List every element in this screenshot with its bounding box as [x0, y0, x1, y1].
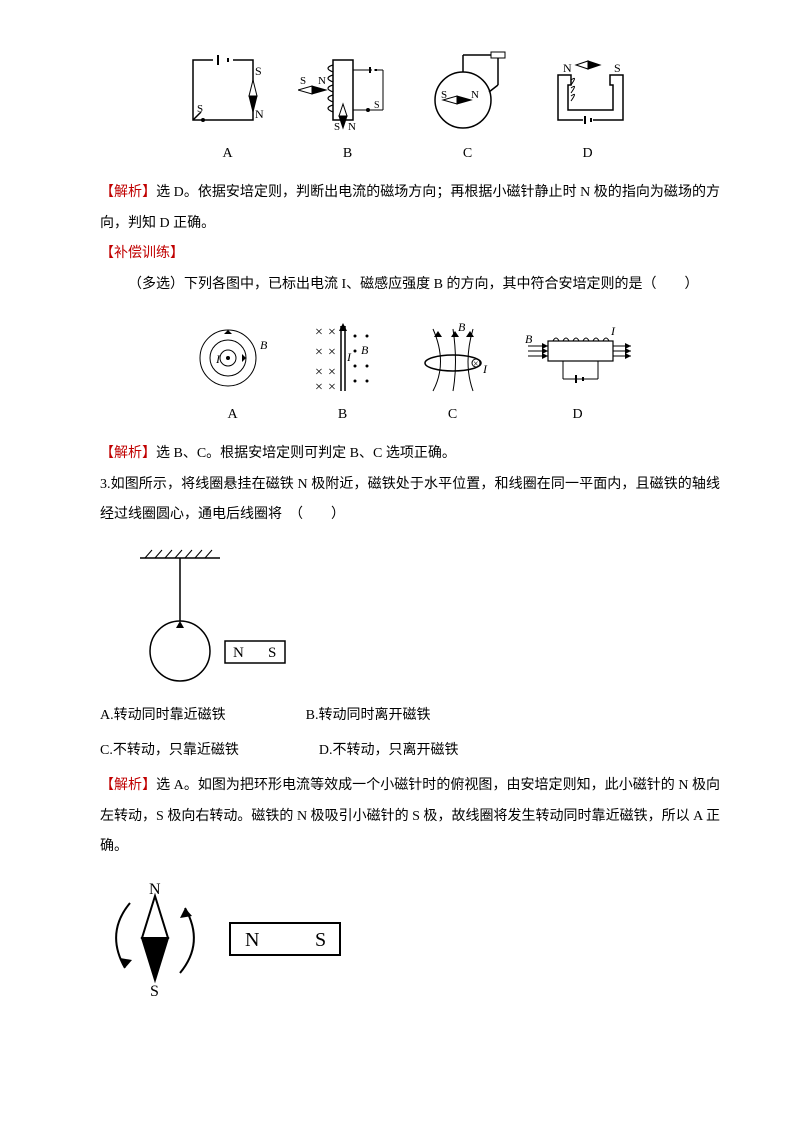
- analysis-2-text: 选 B、C。根据安培定则可判定 B、C 选项正确。: [156, 446, 456, 461]
- fig2-a-label: A: [188, 400, 278, 431]
- q3-opt-a: A.转动同时靠近磁铁: [100, 701, 226, 732]
- fig1-c-label: C: [423, 139, 513, 170]
- svg-text:S: S: [315, 929, 326, 951]
- analysis-2: 【解析】选 B、C。根据安培定则可判定 B、C 选项正确。: [100, 439, 720, 470]
- svg-text:N: N: [563, 61, 572, 75]
- svg-text:B: B: [361, 343, 369, 357]
- fig2-b: I ×× ×× ×× ×× B B: [303, 321, 383, 431]
- fig2-a: I B A: [188, 321, 278, 431]
- field-b-svg: I ×× ×× ×× ×× B: [303, 321, 383, 396]
- q3-opt-c: C.不转动，只靠近磁铁: [100, 736, 239, 767]
- svg-text:S: S: [300, 75, 306, 87]
- q3-opt-b: B.转动同时离开磁铁: [306, 701, 431, 732]
- q3-opt-d: D.不转动，只离开磁铁: [319, 736, 459, 767]
- svg-text:×: ×: [473, 359, 479, 370]
- svg-text:S: S: [334, 121, 340, 133]
- fig1-c: S N C: [423, 50, 513, 170]
- svg-text:S: S: [374, 100, 380, 111]
- svg-text:×: ×: [328, 380, 336, 395]
- svg-text:I: I: [346, 350, 352, 364]
- q3-number: 3.: [100, 477, 111, 492]
- analysis-1-text: 选 D。依据安培定则，判断出电流的磁场方向；再根据小磁针静止时 N 极的指向为磁…: [100, 185, 720, 231]
- field-c-svg: × I B: [408, 321, 498, 396]
- svg-text:N: N: [348, 121, 356, 133]
- analysis-1: 【解析】选 D。依据安培定则，判断出电流的磁场方向；再根据小磁针静止时 N 极的…: [100, 178, 720, 240]
- svg-text:N: N: [255, 107, 264, 121]
- svg-text:×: ×: [328, 365, 336, 380]
- circuit-b-svg: S S N S N: [298, 50, 398, 135]
- analysis-3-label: 【解析】: [100, 778, 156, 793]
- q3-text: 3.如图所示，将线圈悬挂在磁铁 N 极附近，磁铁处于水平位置，和线圈在同一平面内…: [100, 470, 720, 532]
- coil-magnet-svg: N S: [100, 546, 300, 686]
- svg-text:S: S: [150, 983, 159, 998]
- fig1-a: S N S A: [183, 50, 273, 170]
- magnet-s: S: [268, 645, 276, 661]
- circuit-a-svg: S N S: [183, 50, 273, 135]
- figure-row-1: S N S A S S N S N B: [100, 50, 720, 170]
- svg-text:S: S: [197, 103, 203, 115]
- svg-text:×: ×: [315, 345, 323, 360]
- fig1-d: N S D: [538, 50, 638, 170]
- fig2-b-label: B: [303, 400, 383, 431]
- analysis-3: 【解析】选 A。如图为把环形电流等效成一个小磁针时的俯视图，由安培定则知，此小磁…: [100, 771, 720, 863]
- figure-row-2: I B A I ×× ×× ×× ×× B B × I: [100, 321, 720, 431]
- q3-figure: N S: [100, 546, 720, 686]
- fig1-b: S S N S N B: [298, 50, 398, 170]
- q3-analysis-figure: N S N S: [100, 878, 720, 998]
- magnet-n: N: [233, 645, 244, 661]
- svg-text:×: ×: [315, 325, 323, 340]
- fig2-c-label: C: [408, 400, 498, 431]
- supp-title: 【补偿训练】: [100, 239, 720, 270]
- svg-text:S: S: [255, 64, 262, 78]
- fig2-d-label: D: [523, 400, 633, 431]
- fig1-d-label: D: [538, 139, 638, 170]
- circuit-d-svg: N S: [538, 50, 638, 135]
- svg-text:×: ×: [328, 325, 336, 340]
- svg-text:I: I: [482, 362, 488, 376]
- svg-text:B: B: [458, 321, 466, 334]
- svg-text:S: S: [614, 61, 621, 75]
- svg-text:I: I: [610, 324, 616, 338]
- svg-text:N: N: [149, 881, 161, 898]
- svg-text:B: B: [260, 338, 268, 352]
- circuit-c-svg: S N: [423, 50, 513, 135]
- supp-question: （多选）下列各图中，已标出电流 I、磁感应强度 B 的方向，其中符合安培定则的是…: [100, 270, 720, 301]
- analysis-3-text: 选 A。如图为把环形电流等效成一个小磁针时的俯视图，由安培定则知，此小磁针的 N…: [100, 778, 720, 855]
- svg-text:N: N: [471, 89, 479, 101]
- fig2-d: B I D: [523, 321, 633, 431]
- svg-text:N: N: [245, 929, 259, 951]
- svg-text:S: S: [441, 89, 447, 101]
- q3-options-row1: A.转动同时靠近磁铁 B.转动同时离开磁铁: [100, 701, 720, 732]
- svg-text:×: ×: [315, 380, 323, 395]
- svg-text:N: N: [318, 75, 326, 87]
- field-d-svg: B I: [523, 321, 633, 396]
- svg-text:×: ×: [328, 345, 336, 360]
- compass-magnet-svg: N S N S: [100, 878, 360, 998]
- fig2-c: × I B C: [408, 321, 498, 431]
- analysis-2-label: 【解析】: [100, 446, 156, 461]
- fig1-b-label: B: [298, 139, 398, 170]
- fig1-a-label: A: [183, 139, 273, 170]
- analysis-1-label: 【解析】: [100, 185, 156, 200]
- q3-question: 如图所示，将线圈悬挂在磁铁 N 极附近，磁铁处于水平位置，和线圈在同一平面内，且…: [100, 477, 720, 523]
- q3-options-row2: C.不转动，只靠近磁铁 D.不转动，只离开磁铁: [100, 736, 720, 767]
- svg-text:×: ×: [315, 365, 323, 380]
- svg-text:B: B: [525, 332, 533, 346]
- field-a-svg: I B: [188, 321, 278, 396]
